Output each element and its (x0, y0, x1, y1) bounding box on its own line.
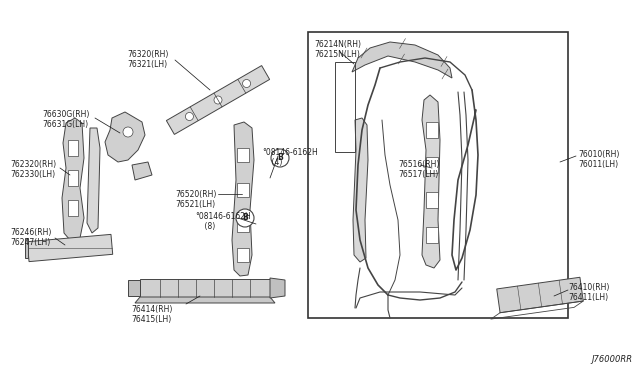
Bar (426, 192, 438, 208)
Polygon shape (62, 118, 84, 240)
Bar (308, 32, 568, 318)
Polygon shape (140, 279, 270, 297)
Bar (68, 140, 78, 156)
Bar (426, 227, 438, 243)
Text: 76320(RH)
76321(LH): 76320(RH) 76321(LH) (127, 50, 169, 70)
Polygon shape (132, 162, 152, 180)
Circle shape (123, 127, 133, 137)
Text: B: B (242, 214, 248, 222)
Text: J76000RR: J76000RR (591, 355, 632, 364)
Polygon shape (87, 128, 100, 233)
Polygon shape (270, 278, 285, 298)
Text: 76630G(RH)
76631G(LH): 76630G(RH) 76631G(LH) (42, 110, 90, 129)
Polygon shape (166, 65, 269, 134)
Text: 76520(RH)
76521(LH): 76520(RH) 76521(LH) (175, 190, 216, 209)
Circle shape (243, 80, 251, 87)
Bar (237, 148, 249, 162)
Circle shape (271, 149, 289, 167)
Bar (237, 218, 249, 232)
Bar (426, 122, 438, 138)
Text: B: B (277, 154, 283, 163)
Text: 76414(RH)
76415(LH): 76414(RH) 76415(LH) (131, 305, 173, 324)
Text: 76516(RH)
76517(LH): 76516(RH) 76517(LH) (398, 160, 440, 179)
Polygon shape (352, 42, 452, 78)
Text: 76246(RH)
76247(LH): 76246(RH) 76247(LH) (10, 228, 51, 247)
Circle shape (236, 209, 254, 227)
Polygon shape (28, 234, 113, 262)
Bar (426, 157, 438, 173)
Text: 76010(RH)
76011(LH): 76010(RH) 76011(LH) (578, 150, 620, 169)
Polygon shape (105, 112, 145, 162)
Polygon shape (422, 95, 440, 268)
Polygon shape (353, 118, 368, 262)
Circle shape (186, 112, 193, 121)
Polygon shape (232, 122, 254, 276)
Bar (237, 248, 249, 262)
Polygon shape (128, 280, 140, 296)
Polygon shape (25, 238, 28, 258)
Bar (68, 170, 78, 186)
Bar (335, 62, 355, 152)
Text: °08146-6162H
    (8): °08146-6162H (8) (195, 212, 251, 231)
Text: °08146-6162H
    (4): °08146-6162H (4) (262, 148, 317, 167)
Bar (237, 183, 249, 197)
Polygon shape (135, 297, 275, 303)
Bar (68, 200, 78, 216)
Circle shape (214, 96, 222, 104)
Text: 762320(RH)
762330(LH): 762320(RH) 762330(LH) (10, 160, 56, 179)
Text: 76214N(RH)
76215N(LH): 76214N(RH) 76215N(LH) (314, 40, 361, 60)
Polygon shape (497, 277, 583, 313)
Text: 76410(RH)
76411(LH): 76410(RH) 76411(LH) (568, 283, 609, 302)
